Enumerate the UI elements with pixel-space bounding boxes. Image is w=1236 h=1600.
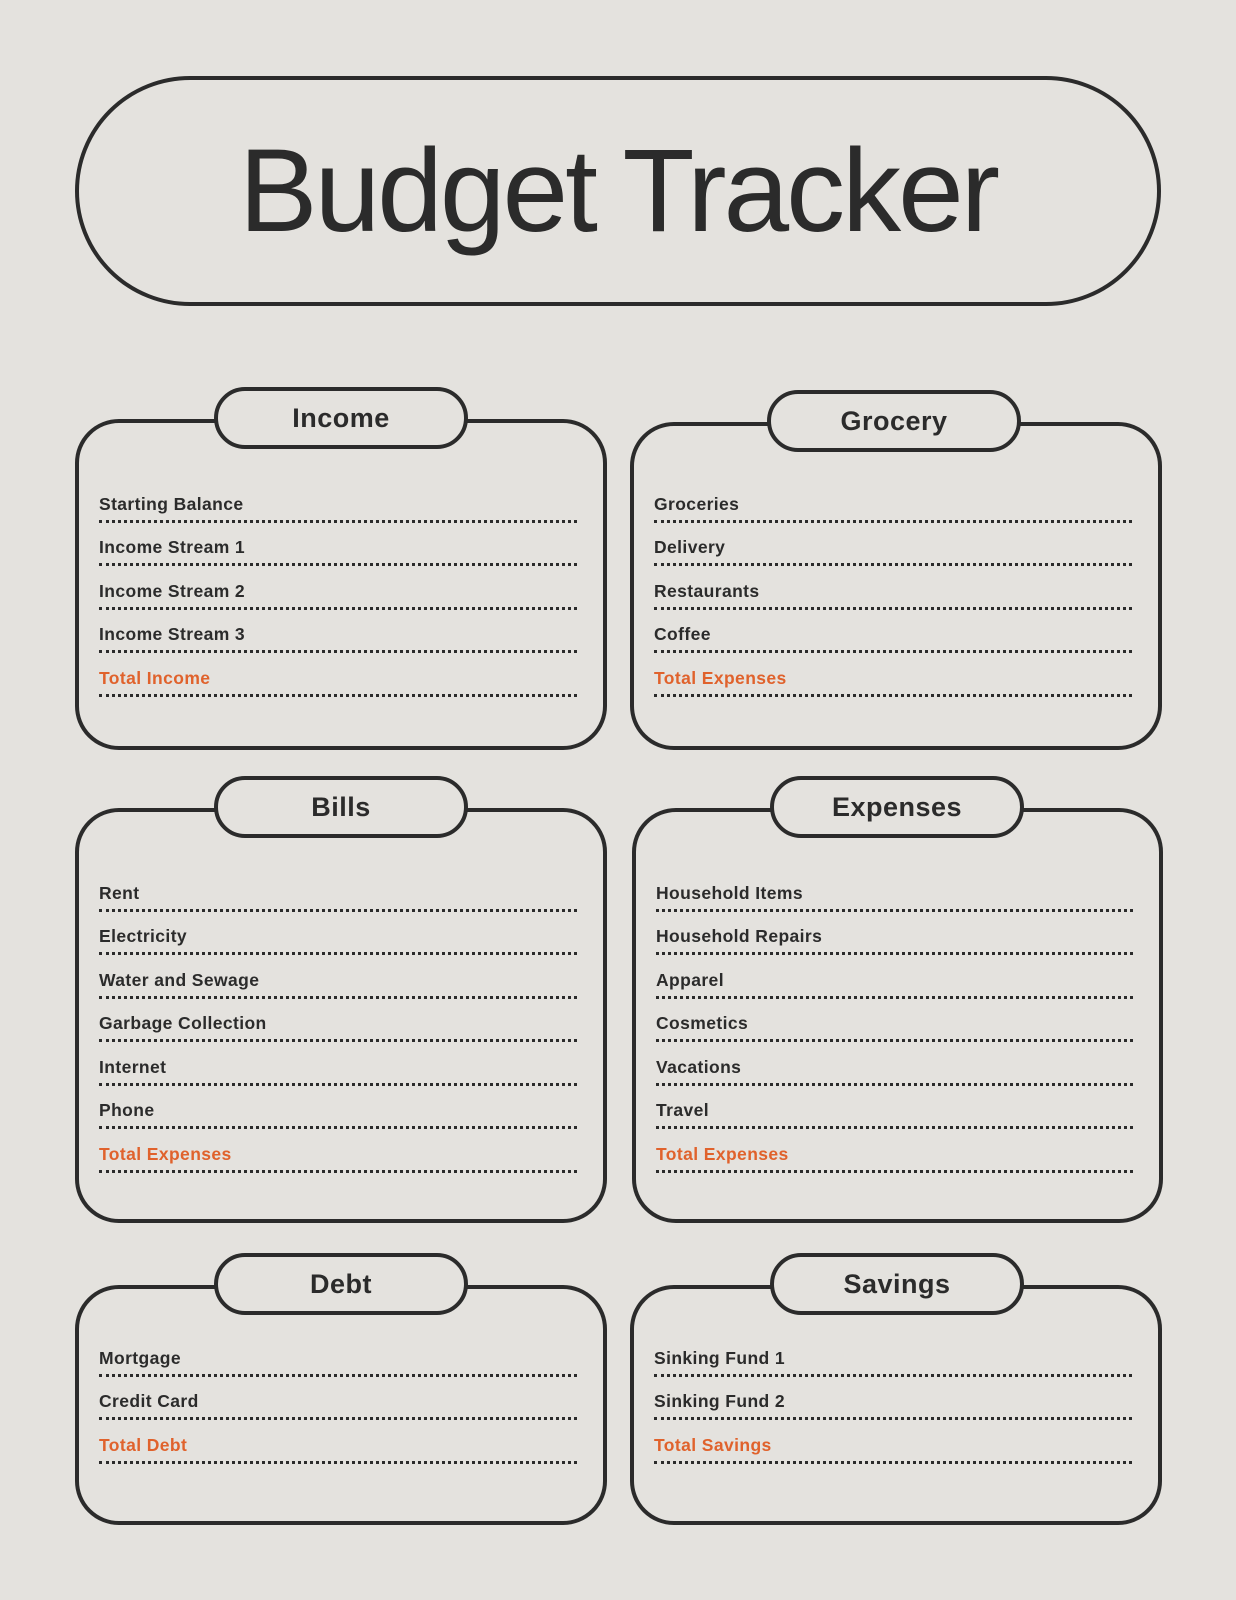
line-item[interactable]: Internet bbox=[99, 1042, 577, 1086]
section-income: Income Starting Balance Income Stream 1 In… bbox=[75, 387, 607, 750]
total-line[interactable]: Total Expenses bbox=[654, 653, 1132, 697]
line-item[interactable]: Starting Balance bbox=[99, 479, 577, 523]
section-title: Expenses bbox=[770, 776, 1024, 838]
section-savings: Savings Sinking Fund 1 Sinking Fund 2 Tota… bbox=[630, 1253, 1162, 1525]
line-item[interactable]: Sinking Fund 1 bbox=[654, 1333, 1132, 1377]
total-line[interactable]: Total Expenses bbox=[99, 1129, 577, 1173]
total-line[interactable]: Total Expenses bbox=[656, 1129, 1133, 1173]
section-grocery: Grocery Groceries Delivery Restaurants Coff… bbox=[630, 390, 1162, 750]
title-banner: Budget Tracker bbox=[75, 76, 1161, 306]
line-item[interactable]: Groceries bbox=[654, 479, 1132, 523]
line-item[interactable]: Income Stream 2 bbox=[99, 566, 577, 610]
line-item[interactable]: Household Items bbox=[656, 868, 1133, 912]
section-title: Bills bbox=[214, 776, 468, 838]
total-line[interactable]: Total Savings bbox=[654, 1420, 1132, 1464]
line-item[interactable]: Sinking Fund 2 bbox=[654, 1377, 1132, 1420]
section-title: Grocery bbox=[767, 390, 1021, 452]
line-item[interactable]: Travel bbox=[656, 1086, 1133, 1129]
line-item[interactable]: Income Stream 1 bbox=[99, 523, 577, 566]
page-title: Budget Tracker bbox=[238, 125, 1000, 257]
section-debt: Debt Mortgage Credit Card Total Debt bbox=[75, 1253, 607, 1525]
line-item[interactable]: Rent bbox=[99, 868, 577, 912]
line-item[interactable]: Garbage Collection bbox=[99, 999, 577, 1042]
section-title: Income bbox=[214, 387, 468, 449]
line-item[interactable]: Household Repairs bbox=[656, 912, 1133, 955]
line-item[interactable]: Phone bbox=[99, 1086, 577, 1129]
line-item[interactable]: Credit Card bbox=[99, 1377, 577, 1420]
line-item[interactable]: Delivery bbox=[654, 523, 1132, 566]
line-item[interactable]: Cosmetics bbox=[656, 999, 1133, 1042]
line-item[interactable]: Income Stream 3 bbox=[99, 610, 577, 653]
line-item[interactable]: Water and Sewage bbox=[99, 955, 577, 999]
line-item[interactable]: Coffee bbox=[654, 610, 1132, 653]
line-item[interactable]: Vacations bbox=[656, 1042, 1133, 1086]
section-bills: Bills Rent Electricity Water and Sewage Gar… bbox=[75, 776, 607, 1223]
line-item[interactable]: Mortgage bbox=[99, 1333, 577, 1377]
section-title: Savings bbox=[770, 1253, 1024, 1315]
line-item[interactable]: Restaurants bbox=[654, 566, 1132, 610]
section-expenses: Expenses Household Items Household Repair… bbox=[632, 776, 1163, 1223]
total-line[interactable]: Total Debt bbox=[99, 1420, 577, 1464]
section-title: Debt bbox=[214, 1253, 468, 1315]
line-item[interactable]: Apparel bbox=[656, 955, 1133, 999]
total-line[interactable]: Total Income bbox=[99, 653, 577, 697]
line-item[interactable]: Electricity bbox=[99, 912, 577, 955]
